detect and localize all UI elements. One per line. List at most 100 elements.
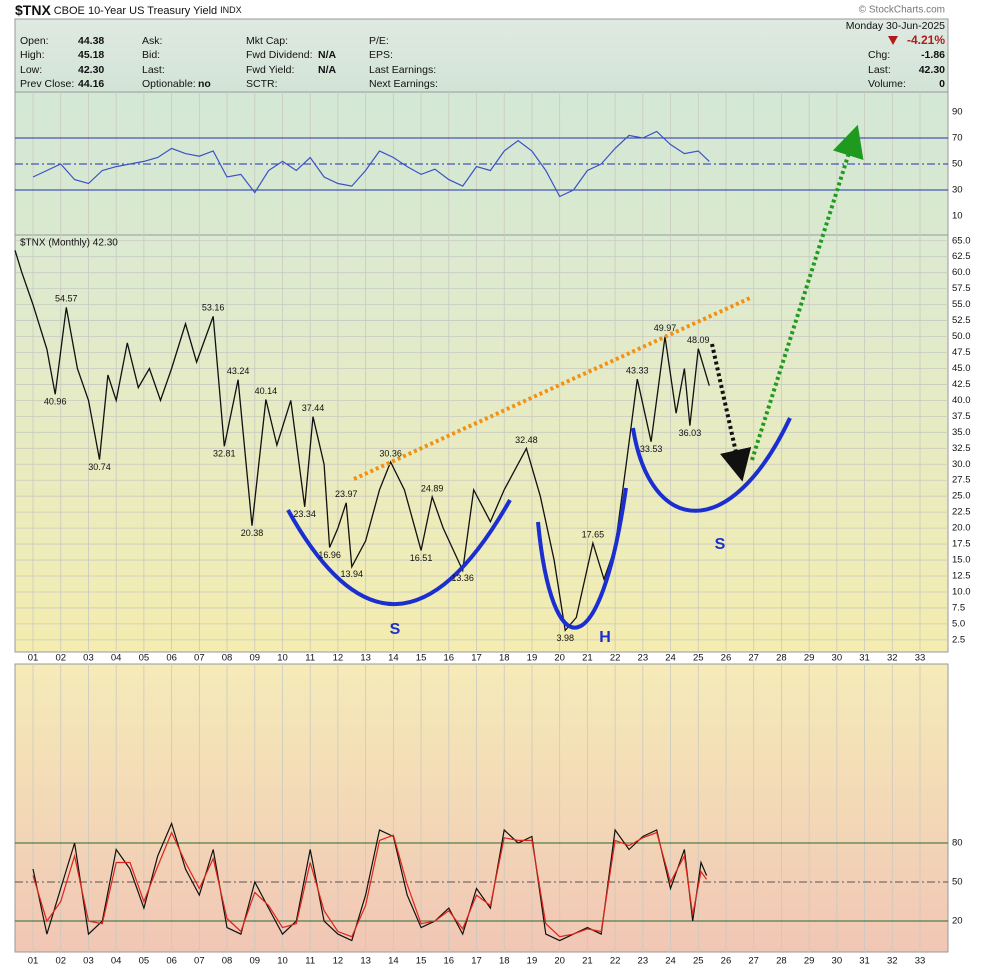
field-label: High: [20,49,45,61]
field-value: 44.16 [78,78,104,90]
y-tick-label: 70 [952,133,963,144]
x-tick-label: 32 [887,653,898,664]
y-tick-label: 50.0 [952,331,971,342]
x-tick-label: 05 [139,653,150,664]
stochastic-panel [14,663,949,953]
y-tick-label: 22.5 [952,507,971,518]
down-arrow-projection [710,343,752,482]
x-tick-label: 28 [776,653,787,664]
right-shoulder [631,417,792,513]
price-annotation: 16.51 [410,553,433,563]
y-tick-label: 2.5 [952,634,965,645]
rsi-panel [14,91,949,236]
x-tick-label: 18 [499,956,510,967]
pattern-label: H [599,629,611,646]
x-tick-label: 12 [333,653,344,664]
x-tick-label: 20 [554,653,565,664]
field-value: N/A [318,64,337,76]
x-tick-label: 05 [139,956,150,967]
x-tick-label: 12 [333,956,344,967]
y-tick-label: 20.0 [952,523,971,534]
price-annotation: 16.96 [318,550,341,560]
y-tick-label: 57.5 [952,283,971,294]
x-tick-label: 18 [499,653,510,664]
price-annotation: 3.98 [556,633,574,643]
stat-label: Last: [868,64,891,76]
x-tick-label: 11 [305,956,315,967]
field-value: N/A [318,49,337,61]
x-tick-label: 08 [222,653,233,664]
x-tick-label: 29 [804,653,815,664]
y-tick-label: 12.5 [952,571,971,582]
field-label: Last: [142,64,165,76]
x-tick-label: 17 [471,956,482,967]
price-annotation: 54.57 [55,294,78,304]
price-annotation: 43.24 [227,366,250,376]
x-tick-label: 33 [915,956,926,967]
x-tick-label: 19 [527,653,538,664]
price-annotation: 30.36 [379,448,402,458]
field-label: Ask: [142,35,162,47]
stat-value: 42.30 [919,64,945,76]
field-value: 44.38 [78,35,104,47]
x-tick-label: 01 [28,956,39,967]
stat-label: Chg: [868,49,890,61]
x-tick-label: 21 [582,653,593,664]
x-tick-label: 24 [665,653,676,664]
field-label: Fwd Dividend: [246,49,313,61]
x-tick-label: 24 [665,956,676,967]
x-tick-label: 07 [194,653,205,664]
x-tick-label: 22 [610,956,621,967]
x-tick-label: 06 [166,956,177,967]
x-tick-label: 20 [554,956,565,967]
price-annotation: 30.74 [88,462,111,472]
y-tick-label: 52.5 [952,315,971,326]
x-tick-label: 26 [721,653,732,664]
y-tick-label: 10 [952,211,963,222]
panel-title: $TNX (Monthly) 42.30 [20,238,118,249]
left-shoulder [286,499,512,606]
pattern-overlay [286,124,864,630]
x-tick-label: 06 [166,653,177,664]
x-tick-label: 10 [277,956,288,967]
symbol: $TNX [15,2,51,18]
x-tick-label: 09 [249,956,260,967]
security-name: CBOE 10-Year US Treasury Yield [54,5,217,17]
x-tick-label: 22 [610,653,621,664]
x-tick-label: 27 [748,653,759,664]
x-tick-label: 30 [832,653,843,664]
x-tick-label: 25 [693,653,704,664]
y-tick-label: 50 [952,159,963,170]
series-line [32,130,710,198]
stat-value: 0 [939,78,945,90]
copyright: © StockCharts.com [859,5,945,16]
series-line [32,831,708,938]
field-label: Open: [20,35,49,47]
x-tick-label: 13 [360,653,371,664]
field-value: 45.18 [78,49,104,61]
y-tick-label: 50 [952,877,963,888]
x-tick-label: 11 [305,653,315,664]
x-tick-label: 16 [444,956,455,967]
price-panel [14,234,949,653]
field-label: EPS: [369,49,393,61]
x-tick-label: 31 [859,956,870,967]
y-tick-label: 10.0 [952,586,971,597]
field-label: Bid: [142,49,160,61]
x-tick-label: 04 [111,653,122,664]
price-annotation: 33.53 [640,444,663,454]
price-annotation: 23.97 [335,489,358,499]
y-tick-label: 25.0 [952,491,971,502]
x-tick-label: 02 [55,653,66,664]
y-tick-label: 30 [952,185,963,196]
up-arrow-projection [750,124,864,461]
field-label: Last Earnings: [369,64,436,76]
x-tick-label: 25 [693,956,704,967]
price-annotation: 17.65 [582,529,605,539]
price-annotation: 53.16 [202,303,225,313]
x-tick-label: 30 [832,956,843,967]
pattern-label: S [715,536,726,553]
y-tick-label: 90 [952,107,963,118]
y-tick-label: 7.5 [952,602,965,613]
